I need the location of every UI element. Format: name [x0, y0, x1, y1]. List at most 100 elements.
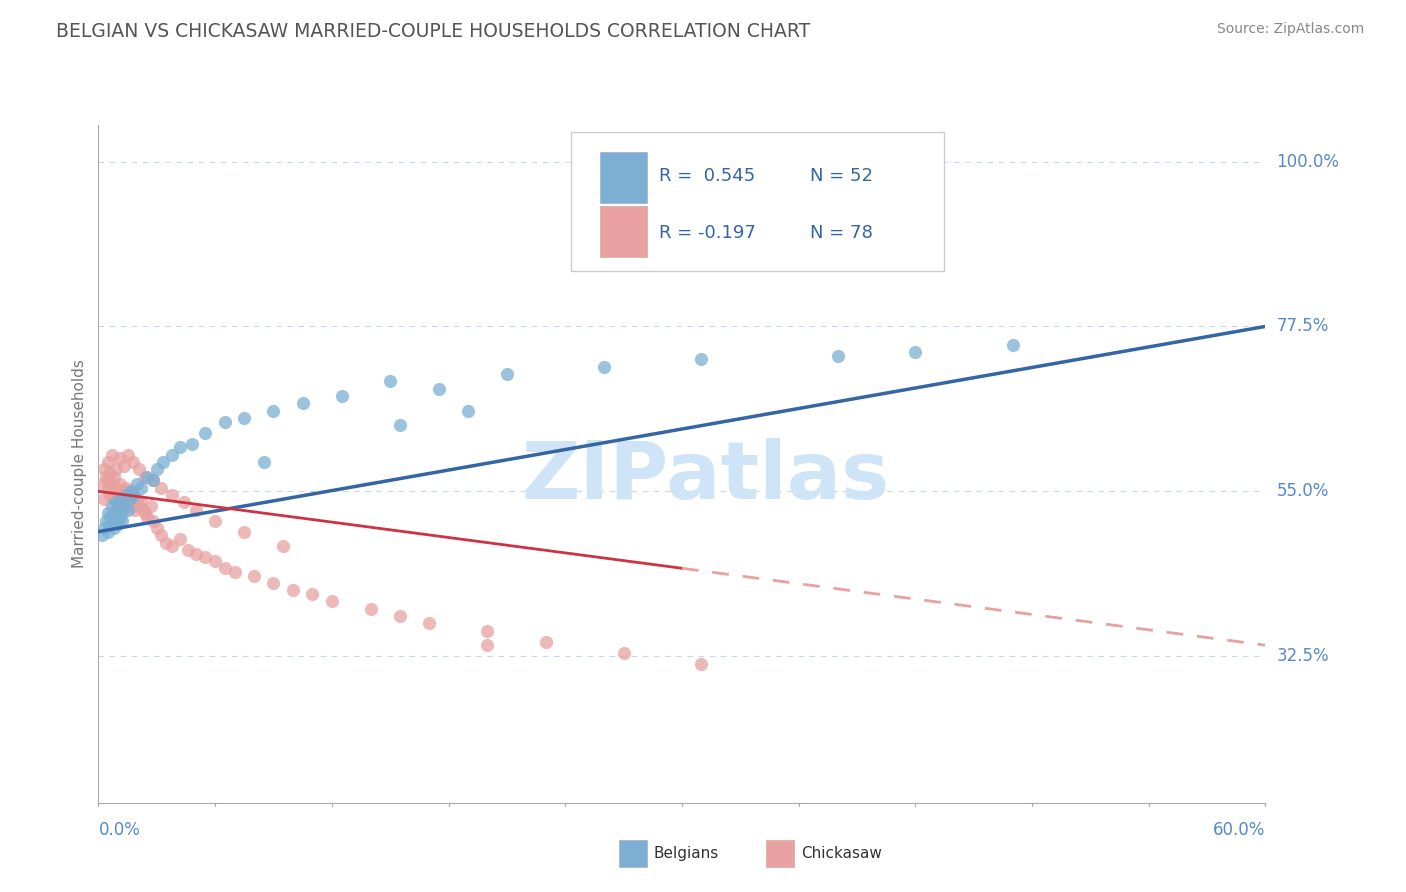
Point — [243, 568, 266, 582]
Point — [162, 448, 184, 462]
Point — [139, 499, 162, 513]
Text: R = -0.197: R = -0.197 — [658, 225, 755, 243]
Point — [184, 547, 207, 561]
Point — [214, 561, 236, 575]
Text: 32.5%: 32.5% — [1277, 648, 1329, 665]
Point — [477, 624, 499, 638]
Point — [612, 646, 634, 660]
Y-axis label: Married-couple Households: Married-couple Households — [72, 359, 87, 568]
Point — [904, 345, 927, 359]
Point — [690, 352, 713, 367]
Point — [378, 375, 402, 389]
Text: 100.0%: 100.0% — [1277, 153, 1340, 170]
Text: ZIPatlas: ZIPatlas — [522, 438, 890, 516]
Point — [162, 539, 184, 553]
Point — [204, 554, 226, 568]
Point — [104, 481, 127, 495]
Point — [281, 583, 304, 598]
Text: 0.0%: 0.0% — [98, 822, 141, 839]
Point — [495, 367, 517, 381]
Point — [233, 411, 256, 425]
Point — [388, 608, 411, 623]
Text: N = 52: N = 52 — [810, 167, 873, 185]
Point — [360, 601, 382, 615]
Point — [108, 491, 131, 506]
Point — [134, 469, 156, 483]
Point — [129, 495, 152, 509]
Point — [690, 657, 713, 671]
Text: Source: ZipAtlas.com: Source: ZipAtlas.com — [1216, 22, 1364, 37]
FancyBboxPatch shape — [600, 152, 647, 202]
Point — [194, 550, 217, 565]
Point — [291, 396, 314, 410]
Point — [253, 455, 276, 469]
Point — [118, 491, 141, 506]
Point — [117, 448, 139, 462]
Point — [128, 499, 150, 513]
Point — [97, 524, 120, 539]
Point — [214, 415, 236, 429]
Point — [97, 455, 120, 469]
Point — [142, 473, 165, 487]
Point — [129, 481, 152, 495]
Point — [152, 455, 174, 469]
Point — [142, 514, 165, 528]
Point — [103, 506, 125, 520]
Point — [98, 510, 121, 524]
Point — [146, 462, 169, 476]
Point — [103, 491, 125, 506]
Text: 60.0%: 60.0% — [1213, 822, 1265, 839]
Point — [117, 488, 139, 502]
Point — [233, 524, 256, 539]
Point — [146, 521, 169, 535]
Point — [103, 469, 125, 483]
Point — [101, 514, 124, 528]
Point — [121, 499, 143, 513]
Point — [127, 491, 149, 506]
Point — [457, 403, 479, 417]
Point — [124, 502, 146, 516]
Point — [121, 484, 143, 499]
Point — [112, 484, 135, 499]
Point — [301, 587, 323, 601]
Point — [330, 389, 353, 403]
FancyBboxPatch shape — [600, 206, 647, 257]
Point — [427, 382, 450, 396]
Point — [96, 514, 118, 528]
Point — [122, 488, 145, 502]
Point — [108, 510, 131, 524]
Point — [180, 436, 202, 450]
Point — [111, 506, 134, 520]
Point — [136, 469, 159, 483]
Point — [101, 499, 124, 513]
Point — [103, 521, 125, 535]
Point — [169, 532, 191, 546]
Point — [97, 473, 120, 487]
Point — [97, 481, 120, 495]
Point — [107, 517, 129, 532]
Text: BELGIAN VS CHICKASAW MARRIED-COUPLE HOUSEHOLDS CORRELATION CHART: BELGIAN VS CHICKASAW MARRIED-COUPLE HOUS… — [56, 22, 810, 41]
Point — [173, 495, 195, 509]
Point — [132, 502, 155, 516]
Point — [142, 473, 165, 487]
Point — [224, 565, 246, 579]
Point — [117, 502, 139, 516]
Point — [107, 499, 129, 513]
Point — [134, 506, 156, 520]
Point — [262, 403, 284, 417]
Point — [91, 477, 114, 491]
Point — [155, 535, 177, 549]
Text: Belgians: Belgians — [654, 847, 718, 861]
Point — [121, 484, 143, 499]
Point — [388, 418, 411, 433]
Point — [112, 499, 135, 513]
Point — [104, 488, 127, 502]
Point — [204, 514, 226, 528]
Point — [122, 455, 145, 469]
FancyBboxPatch shape — [571, 132, 945, 270]
Point — [162, 488, 184, 502]
Point — [98, 517, 121, 532]
Point — [184, 502, 207, 516]
Point — [127, 477, 149, 491]
Point — [104, 462, 127, 476]
